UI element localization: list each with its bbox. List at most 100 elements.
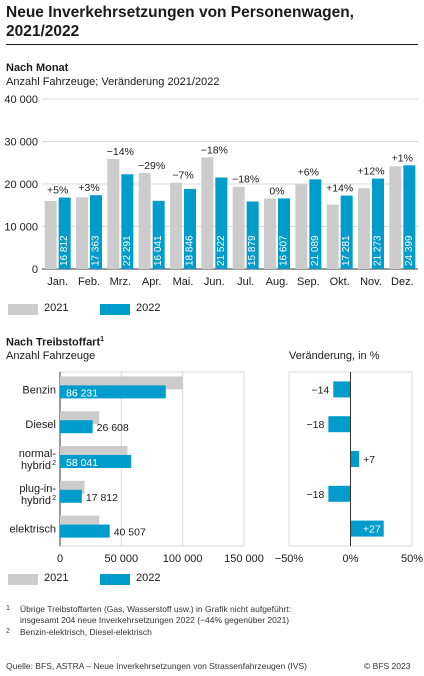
source-note: Quelle: BFS, ASTRA – Neue Inverkehrsetzu…: [6, 661, 307, 671]
y-tick-label: 40 000: [4, 94, 38, 106]
copyright-note: © BFS 2023: [364, 661, 411, 671]
bar-2021: [107, 158, 120, 269]
change-x-tick-label: 50%: [401, 553, 423, 565]
bar-value-label: 16 812: [59, 235, 70, 266]
legend-label-2022: 2022: [136, 302, 161, 314]
bar-2022: [60, 455, 132, 468]
y-tick-label: 10 000: [4, 222, 38, 234]
bar-value-label: 86 231: [66, 387, 98, 399]
bar-2022: [60, 524, 110, 538]
change-bar: [328, 485, 351, 502]
legend-swatch-2022-fuel: [100, 574, 130, 585]
x-tick-label: Jul.: [237, 276, 254, 288]
x-tick-label: 150 000: [224, 553, 264, 565]
monthly-chart-title: Nach Monat: [6, 62, 69, 74]
change-bar: [328, 416, 351, 433]
fuel-chart-title: Nach Treibstoffart1: [6, 336, 105, 349]
x-tick-label: 0: [57, 553, 63, 565]
bar-2021: [201, 157, 214, 269]
bar-2022: [309, 179, 322, 269]
bar-2022: [278, 198, 290, 269]
bar-2022: [90, 195, 102, 269]
x-tick-label: 50 000: [105, 553, 139, 565]
change-label: −18%: [232, 174, 259, 186]
x-tick-label: Jan.: [47, 276, 68, 288]
x-tick-label: Feb.: [78, 276, 100, 288]
bar-value-label: 24 399: [404, 235, 415, 266]
bar-2021: [76, 197, 88, 269]
bar-2021: [232, 186, 245, 269]
bar-value-label: 18 846: [185, 235, 196, 266]
y-tick-label: 0: [32, 264, 38, 276]
bar-2022: [58, 197, 71, 269]
fuel-chart-subtitle: Anzahl Fahrzeuge: [6, 350, 96, 362]
bar-2021: [44, 201, 57, 269]
category-label: Diesel: [25, 419, 56, 431]
monthly-bar-chart: 0 10 000 20 000 30 000 40 000 16 812 +5% Jan. 17…: [4, 94, 418, 288]
bar-2022: [246, 201, 259, 269]
legend-label-2021: 2021: [44, 302, 69, 314]
footnote-2: 2 Benzin-elektrisch, Diesel-elektrisch: [6, 627, 152, 637]
change-label: +14%: [326, 183, 353, 195]
x-tick-label: Nov.: [360, 276, 382, 288]
change-value-label: +7: [363, 454, 375, 466]
bar-value-label: 16 041: [153, 235, 164, 266]
x-tick-label: Apr.: [142, 276, 162, 288]
change-bar: [333, 381, 351, 398]
legend-swatch-2021-fuel: [8, 574, 38, 585]
bar-value-label: 22 291: [122, 235, 133, 266]
bar-2022: [215, 177, 228, 269]
x-tick-label: Mai.: [173, 276, 194, 288]
bar-2022: [60, 385, 166, 399]
bar-value-label: 17 281: [341, 235, 352, 266]
category-label: Benzin: [22, 384, 56, 396]
change-label: 0%: [269, 185, 284, 197]
monthly-chart-subtitle: Anzahl Fahrzeuge; Veränderung 2021/2022: [6, 76, 220, 88]
bar-2022: [60, 489, 82, 503]
change-value-label: +27: [363, 524, 381, 536]
bar-value-label: 17 363: [91, 235, 102, 266]
bar-2022: [121, 174, 134, 269]
legend-label-2022-fuel: 2022: [136, 572, 161, 584]
change-label: +1%: [392, 152, 413, 164]
fuel-bar-chart: 0 50 000 100 000 150 000 86 231 Benzin 26 608 D…: [10, 371, 423, 565]
category-superscript: 2: [52, 495, 56, 502]
bar-2022: [60, 420, 93, 434]
change-label: +5%: [47, 185, 68, 197]
change-bar: [350, 520, 384, 537]
x-tick-label: Jun.: [204, 276, 225, 288]
x-tick-label: Okt.: [330, 276, 350, 288]
change-label: −18%: [201, 144, 228, 156]
bar-2021: [295, 184, 308, 269]
bar-value-label: 21 273: [373, 235, 384, 266]
change-chart-title: Veränderung, in %: [289, 350, 380, 362]
category-superscript: 2: [52, 460, 56, 467]
change-x-tick-label: 0%: [343, 553, 359, 565]
bar-2021: [326, 204, 339, 269]
category-label: elektrisch: [10, 524, 56, 536]
bar-value-label: 40 507: [114, 527, 146, 539]
bar-2022: [403, 165, 416, 269]
change-value-label: −18: [307, 489, 325, 501]
x-tick-label: Mrz.: [110, 276, 131, 288]
bar-value-label: 26 608: [97, 422, 129, 434]
y-tick-label: 30 000: [4, 137, 38, 149]
bar-2021: [170, 182, 182, 269]
change-label: −7%: [172, 170, 193, 182]
bar-2021: [138, 172, 151, 269]
change-label: −14%: [107, 146, 134, 158]
x-tick-label: Sep.: [297, 276, 320, 288]
category-label: hybrid: [21, 495, 51, 507]
footnote-1: 1 Übrige Treibstoffarten (Gas, Wasserstof…: [6, 604, 292, 614]
bar-value-label: 21 089: [310, 235, 321, 266]
bar-2022: [152, 200, 165, 269]
bar-2021: [358, 188, 370, 269]
change-bar: [350, 451, 360, 467]
x-tick-label: Dez.: [391, 276, 414, 288]
bar-value-label: 17 812: [86, 492, 118, 504]
change-label: −29%: [138, 160, 165, 172]
change-label: +12%: [357, 166, 384, 178]
change-value-label: −14: [311, 384, 329, 396]
change-value-label: −18: [307, 419, 325, 431]
title-divider: [6, 44, 418, 45]
